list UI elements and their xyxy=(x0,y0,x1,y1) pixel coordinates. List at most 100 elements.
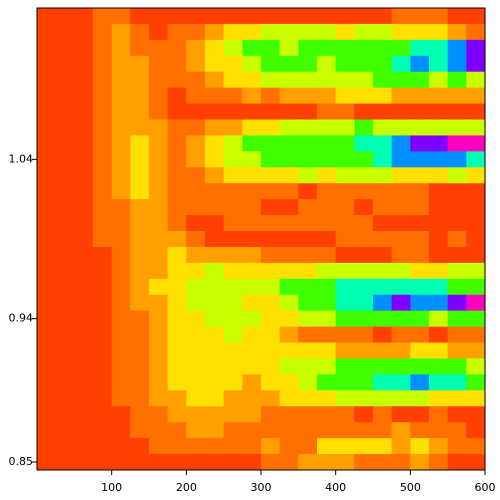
heatmap-cell xyxy=(167,310,187,328)
heatmap-cell xyxy=(279,87,299,105)
heatmap-cell xyxy=(37,55,57,73)
heatmap-cell xyxy=(317,55,337,73)
heatmap-cell xyxy=(373,103,393,121)
heatmap-cell xyxy=(55,183,75,200)
heatmap-cell xyxy=(317,199,337,216)
heatmap-cell xyxy=(186,151,206,168)
heatmap-cell xyxy=(167,231,187,248)
heatmap-cell xyxy=(111,310,131,328)
heatmap-cell xyxy=(317,151,337,168)
heatmap-cell xyxy=(354,55,374,73)
heatmap-cell xyxy=(130,278,150,296)
heatmap-cell xyxy=(111,358,131,375)
heatmap-cell xyxy=(410,87,430,105)
heatmap-cell xyxy=(37,342,57,359)
heatmap-cell xyxy=(354,183,374,200)
heatmap-cell xyxy=(167,278,187,296)
heatmap-cell xyxy=(373,342,393,359)
heatmap-cell xyxy=(186,294,206,312)
heatmap-cell xyxy=(242,119,262,136)
heatmap-cell xyxy=(223,167,243,184)
heatmap-cell xyxy=(391,262,411,280)
heatmap-cell xyxy=(466,151,486,168)
heatmap-cell xyxy=(354,39,374,57)
heatmap-cell xyxy=(279,23,299,41)
heatmap-cell xyxy=(37,23,57,41)
heatmap-cell xyxy=(74,358,94,375)
heatmap-cell xyxy=(242,278,262,296)
heatmap-cell xyxy=(74,71,94,89)
heatmap-cell xyxy=(186,326,206,344)
heatmap-cell xyxy=(130,135,150,152)
heatmap-cell xyxy=(261,294,281,312)
heatmap-cell xyxy=(74,167,94,184)
heatmap-cell xyxy=(167,358,187,375)
heatmap-cell xyxy=(223,278,243,296)
heatmap-cell xyxy=(466,8,486,25)
heatmap-cell xyxy=(298,23,318,41)
heatmap-cell xyxy=(111,55,131,73)
heatmap-cell xyxy=(373,278,393,296)
heatmap-cell xyxy=(279,183,299,200)
heatmap-cell xyxy=(447,246,467,264)
heatmap-cell xyxy=(410,39,430,57)
heatmap-cell xyxy=(223,71,243,89)
heatmap-cell xyxy=(186,199,206,216)
heatmap-cell xyxy=(298,454,318,471)
heatmap-cell xyxy=(223,390,243,407)
heatmap-cell xyxy=(354,199,374,216)
heatmap-cell xyxy=(74,454,94,471)
heatmap-cell xyxy=(111,326,131,344)
heatmap-cell xyxy=(149,135,169,152)
heatmap-cell xyxy=(354,231,374,248)
heatmap-cell xyxy=(298,103,318,121)
x-tick-label: 100 xyxy=(101,481,122,494)
heatmap-cell xyxy=(466,390,486,407)
heatmap-cell xyxy=(186,310,206,328)
heatmap-cell xyxy=(447,358,467,375)
heatmap-cell xyxy=(149,103,169,121)
heatmap-cell xyxy=(354,167,374,184)
heatmap-cell xyxy=(279,103,299,121)
heatmap-cell xyxy=(335,151,355,168)
heatmap-cell xyxy=(149,342,169,359)
heatmap-cell xyxy=(410,342,430,359)
heatmap-cell xyxy=(149,23,169,41)
heatmap-cell xyxy=(447,326,467,344)
heatmap-cell xyxy=(354,151,374,168)
heatmap-cell xyxy=(447,23,467,41)
heatmap-cell xyxy=(242,55,262,73)
heatmap-cell xyxy=(242,103,262,121)
heatmap-cell xyxy=(242,438,262,455)
heatmap-cell xyxy=(298,167,318,184)
heatmap-cell xyxy=(317,310,337,328)
heatmap-cell xyxy=(466,183,486,200)
heatmap-cell xyxy=(205,422,225,439)
heatmap-cell xyxy=(466,119,486,136)
heatmap-cell xyxy=(317,8,337,25)
heatmap-cell xyxy=(74,103,94,121)
heatmap-cell xyxy=(74,23,94,41)
heatmap-cell xyxy=(111,167,131,184)
heatmap-cell xyxy=(279,215,299,232)
heatmap-cell xyxy=(55,390,75,407)
heatmap-cell xyxy=(279,231,299,248)
heatmap-cell xyxy=(429,199,449,216)
heatmap-cell xyxy=(186,358,206,375)
heatmap-cell xyxy=(373,294,393,312)
heatmap-cell xyxy=(205,199,225,216)
heatmap-cell xyxy=(223,103,243,121)
heatmap-cell xyxy=(317,406,337,423)
heatmap-cell xyxy=(391,390,411,407)
heatmap-cell xyxy=(37,310,57,328)
heatmap-cell xyxy=(391,246,411,264)
heatmap-cell xyxy=(167,215,187,232)
heatmap-cell xyxy=(130,87,150,105)
heatmap-cell xyxy=(242,294,262,312)
heatmap-cell xyxy=(55,135,75,152)
heatmap-cell xyxy=(167,135,187,152)
heatmap-cell xyxy=(167,294,187,312)
heatmap-cell xyxy=(317,87,337,105)
heatmap-cell xyxy=(111,342,131,359)
heatmap-cell xyxy=(205,215,225,232)
